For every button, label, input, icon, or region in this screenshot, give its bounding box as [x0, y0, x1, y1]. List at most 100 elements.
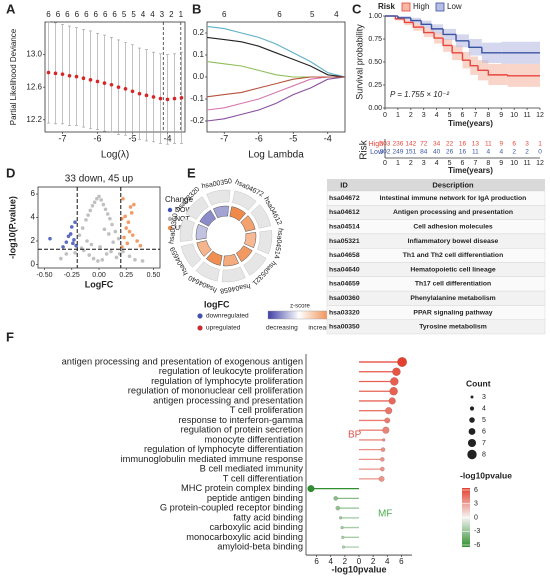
y-tick-label: 0.2: [193, 28, 205, 37]
lollipop-dot: [380, 447, 386, 452]
gene-point: [121, 249, 125, 254]
x-tick-label: 7: [473, 112, 477, 119]
x-tick-label: -7: [220, 133, 228, 143]
table-cell: hsa04612: [329, 209, 360, 216]
term-label: peptide antigen binding: [207, 493, 303, 503]
gene-point: [59, 256, 63, 261]
legend-size-label: 6: [482, 428, 486, 435]
gene-point: [128, 205, 133, 209]
term-label: monocarboxylic acid binding: [186, 532, 303, 542]
legend-swatch: [435, 2, 445, 12]
deviance-point: [60, 72, 65, 76]
risk-count: 11: [485, 141, 492, 148]
term-label: regulation of lymphocyte proliferation: [151, 376, 303, 386]
top-tick-label: 4: [334, 10, 339, 19]
risk-x-tick-label: 4: [435, 160, 439, 167]
term-label: response to interferon-gamma: [178, 415, 303, 425]
gene-point: [88, 208, 93, 213]
risk-count: 3: [525, 141, 529, 148]
legend-marker: [167, 216, 173, 222]
y-tick-label: 4: [31, 213, 36, 222]
x-tick-label: 0.00: [92, 272, 106, 279]
y-tick-label: 6: [31, 189, 36, 198]
survival-step: [481, 47, 502, 54]
gene-point: [129, 211, 134, 215]
legend-title: -log10pvalue: [460, 470, 512, 480]
legend-label: Low: [447, 2, 462, 11]
color-bar-label: 3: [474, 501, 478, 508]
zscore-sector: [235, 245, 253, 263]
zscore-bar: [267, 310, 331, 320]
x-tick-label: 4: [435, 112, 439, 119]
table-cell: hsa05321: [329, 238, 360, 245]
gene-point: [98, 245, 102, 249]
zscore-sector: [229, 206, 247, 222]
risk-x-tick-label: 7: [473, 160, 477, 167]
table-header: Description: [432, 180, 474, 189]
zscore-sector: [223, 253, 240, 267]
top-tick-label: 5: [131, 10, 136, 19]
gene-point: [86, 213, 90, 217]
deviance-point: [179, 95, 184, 100]
y-tick-label: 13.0: [26, 50, 42, 59]
deviance-point: [165, 97, 170, 102]
gene-point: [96, 259, 100, 263]
risk-count: 4: [499, 149, 503, 156]
legend-size-label: 4: [482, 405, 486, 412]
lollipop-dot: [384, 417, 391, 424]
survival-step: [507, 74, 540, 77]
term-label: regulation of leukocyte proliferation: [159, 366, 303, 376]
deviance-point: [137, 91, 142, 96]
survival-step: [442, 38, 453, 47]
lollipop-dot: [333, 496, 338, 501]
deviance-point: [109, 82, 114, 87]
gene-point: [73, 250, 77, 255]
table-cell: Phenylalanine metabolism: [410, 295, 495, 302]
risk-count: 302: [380, 149, 391, 156]
gene-point: [80, 226, 85, 230]
gene-point: [111, 240, 115, 244]
risk-x-tick-label: 12: [536, 160, 544, 167]
gene-point: [104, 252, 109, 256]
gene-point: [95, 196, 99, 201]
legend-label: High: [413, 2, 429, 11]
zscore-sector: [244, 232, 257, 249]
x-tick-label: 2: [343, 557, 348, 566]
gene-point: [92, 200, 97, 205]
risk-x-tick-label: 0: [383, 160, 387, 167]
risk-count: 40: [433, 149, 441, 156]
coefficient-path: [206, 76, 345, 111]
legend-size-marker: [469, 417, 475, 423]
top-tick-label: 4: [150, 10, 155, 19]
risk-count: 22: [446, 141, 454, 148]
x-axis-label: -log10pvalue: [331, 564, 386, 574]
term-label: regulation of protein secretion: [181, 425, 304, 435]
term-label: T cell proliferation: [230, 405, 303, 415]
gene-point: [105, 212, 110, 216]
risk-count: 4: [487, 149, 491, 156]
survival-step: [410, 17, 422, 22]
panel-label: B: [192, 1, 201, 16]
gene-point: [91, 256, 96, 261]
term-label: antigen processing and presentation: [153, 395, 303, 405]
legend-size-label: 5: [482, 417, 486, 424]
survival-step: [430, 24, 444, 30]
survival-step: [403, 18, 414, 24]
gene-point: [77, 233, 82, 237]
gene-ring-sector: [243, 252, 267, 276]
gene-point: [99, 198, 103, 202]
gene-point: [85, 239, 89, 243]
x-tick-label: -6: [255, 133, 263, 143]
lollipop-dot: [397, 357, 408, 367]
zscore-sector: [212, 205, 229, 219]
y-axis-label: -log10(P.value): [7, 196, 17, 259]
gene-point: [116, 236, 121, 241]
deviance-point: [158, 96, 163, 101]
panel-label: E: [187, 165, 196, 180]
x-tick-label: 5: [448, 112, 452, 119]
risk-x-tick-label: 9: [499, 160, 503, 167]
risk-count: 249: [392, 149, 403, 156]
table-cell: Tyrosine metabolism: [419, 324, 486, 331]
gene-point: [66, 234, 71, 239]
